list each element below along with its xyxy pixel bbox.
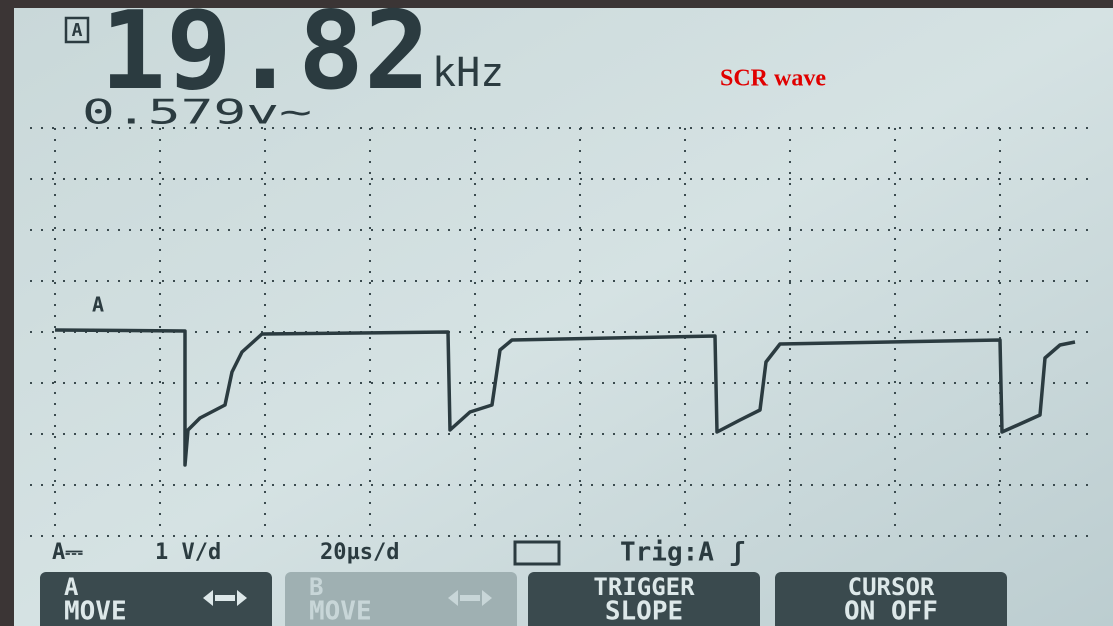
button-label: MOVE (309, 597, 372, 626)
button-label: MOVE (64, 597, 127, 626)
volts-per-div: 1 V/d (155, 540, 221, 565)
trigger: Trig:A ʃ (620, 538, 745, 568)
annotation: SCR wave (720, 66, 826, 92)
coupling: A⎓ (52, 540, 83, 565)
button-label: ON OFF (844, 597, 938, 626)
trace-label: A (92, 293, 104, 317)
button-label: SLOPE (605, 597, 683, 626)
amplitude: 0.579v~ (82, 93, 312, 133)
oscilloscope-screen: A 19.82 kHz SCR wave 0.579v~ A A⎓ 1 V/d … (0, 0, 1113, 626)
channel-badge: A (72, 20, 83, 41)
frequency-unit: kHz (432, 50, 504, 96)
time-per-div: 20µs/d (320, 540, 399, 565)
